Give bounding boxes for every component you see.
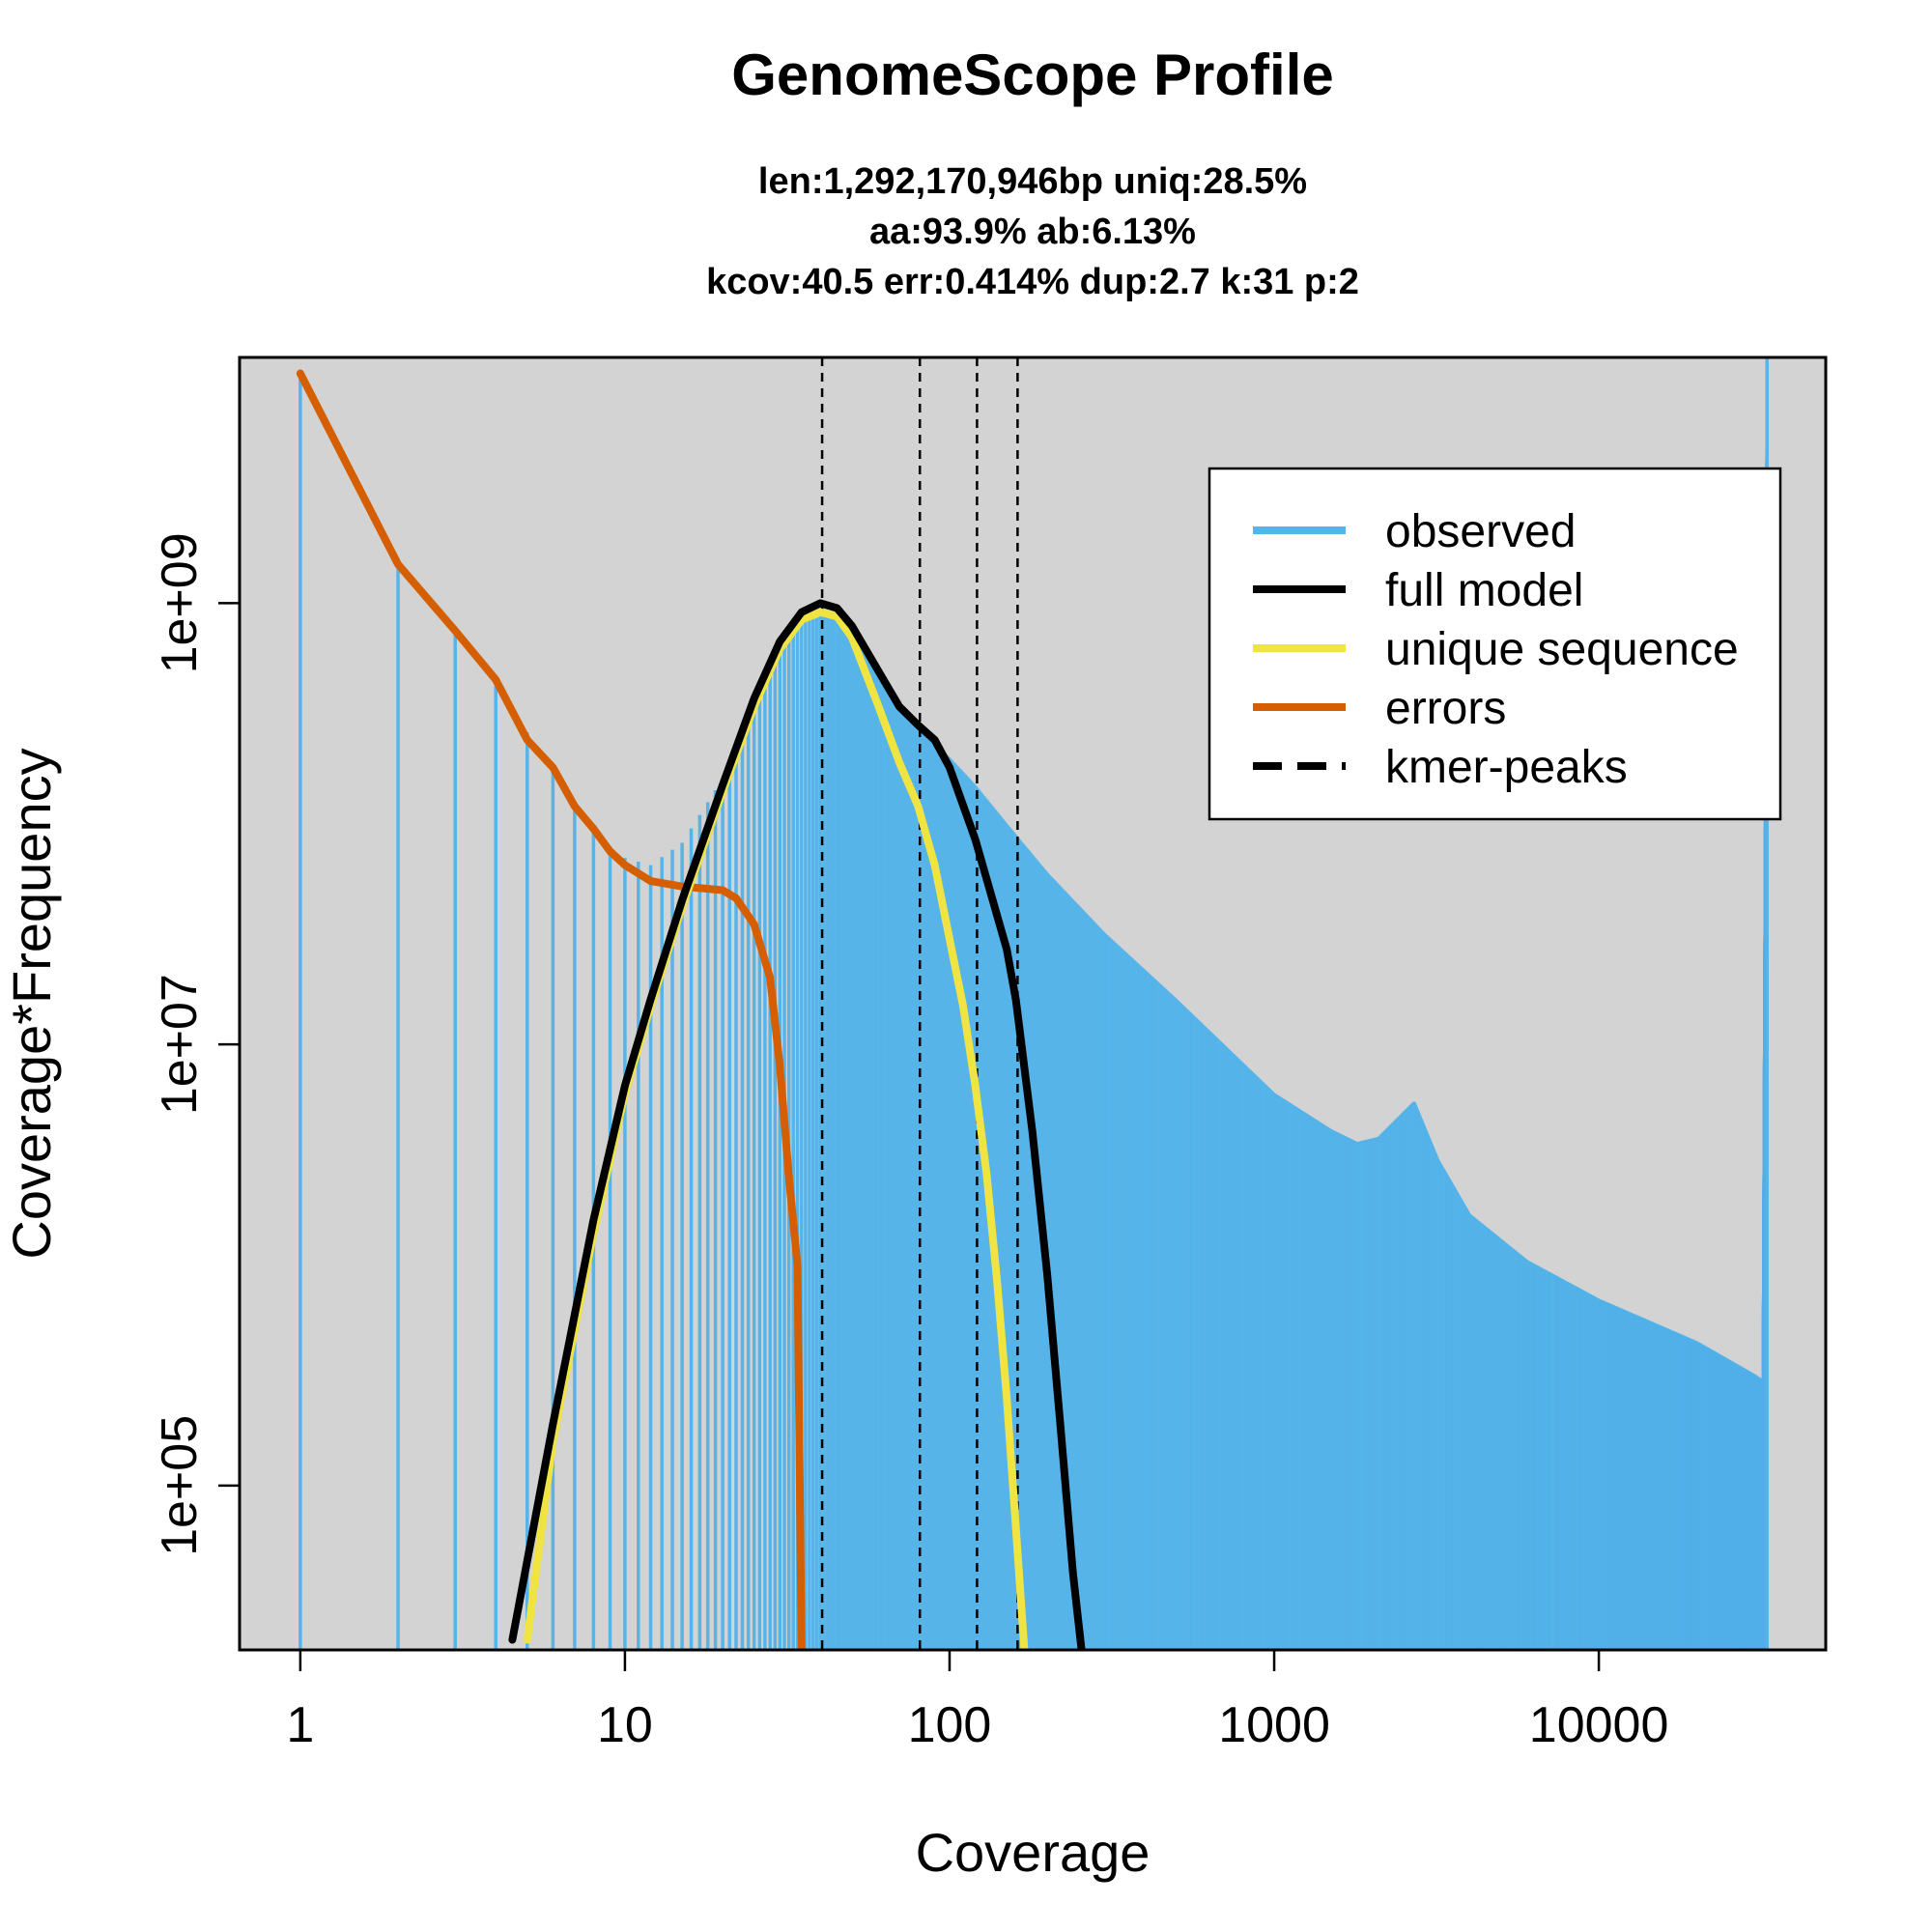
- chart-subtitle-line-2: aa:93.9% ab:6.13%: [869, 212, 1196, 252]
- chart-subtitle-line-1: len:1,292,170,946bp uniq:28.5%: [758, 161, 1307, 202]
- chart-title: GenomeScope Profile: [731, 43, 1334, 107]
- chart-subtitle-line-3: kcov:40.5 err:0.414% dup:2.7 k:31 p:2: [706, 262, 1359, 302]
